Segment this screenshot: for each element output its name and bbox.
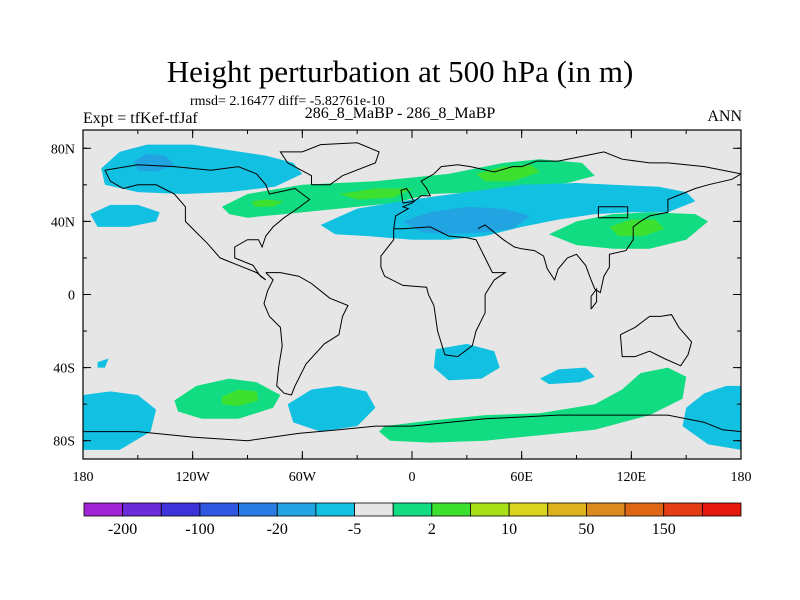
coastline bbox=[619, 314, 693, 367]
contour-region bbox=[682, 385, 741, 450]
coastline bbox=[279, 142, 380, 186]
season-label: ANN bbox=[707, 108, 742, 125]
colorbar-box bbox=[431, 502, 471, 517]
contour-region bbox=[338, 188, 412, 200]
colorbar-label: -5 bbox=[348, 521, 361, 538]
contour-region bbox=[134, 153, 175, 172]
colorbar-label: 10 bbox=[501, 521, 517, 538]
y-tick-label: 80S bbox=[53, 435, 75, 450]
y-tick-label: 40S bbox=[53, 362, 75, 377]
colorbar-box bbox=[83, 502, 124, 517]
colorbar-box bbox=[122, 502, 162, 517]
colorbar-label: 150 bbox=[652, 521, 676, 538]
coastline bbox=[104, 164, 311, 281]
contour-region bbox=[402, 206, 531, 235]
contour-region bbox=[609, 219, 665, 236]
x-tick-label: 60W bbox=[289, 470, 317, 485]
x-tick-label: 0 bbox=[409, 470, 416, 485]
colorbar-box bbox=[160, 502, 201, 517]
colorbar-box bbox=[354, 502, 394, 517]
experiment-label: Expt = tfKef-tfJaf bbox=[83, 110, 198, 127]
colorbar-label: -20 bbox=[267, 521, 288, 538]
contour-region bbox=[90, 204, 160, 227]
colorbar-box bbox=[315, 502, 355, 517]
colorbar-box bbox=[624, 502, 665, 517]
contour-region bbox=[287, 385, 376, 432]
coastline bbox=[597, 206, 629, 219]
colorbar-box bbox=[276, 502, 317, 517]
contour-region bbox=[83, 391, 157, 450]
colorbar-box bbox=[392, 502, 433, 517]
colorbar-label: 2 bbox=[428, 521, 436, 538]
x-tick-label: 180 bbox=[731, 470, 752, 485]
y-tick-label: 0 bbox=[68, 289, 75, 304]
map-frame: 180 120W 60W 0 60E 120E 180 80N 40N 0 40S 80S bbox=[51, 129, 752, 485]
colorbar-box bbox=[508, 502, 549, 517]
contour-region bbox=[97, 358, 109, 368]
x-tick-label: 60E bbox=[510, 470, 533, 485]
contour-region bbox=[251, 199, 285, 207]
colorbar-box bbox=[547, 502, 587, 517]
coastline bbox=[590, 287, 598, 310]
coastline bbox=[83, 414, 741, 442]
map-layer bbox=[83, 130, 741, 459]
coastline bbox=[477, 173, 741, 294]
colorbar-label: -200 bbox=[108, 521, 137, 538]
coastline bbox=[263, 272, 349, 396]
stats-text: rmsd= 2.16477 diff= -5.82761e-10 bbox=[190, 94, 385, 109]
coastline bbox=[400, 187, 415, 204]
colorbar-box bbox=[470, 502, 510, 517]
x-tick-label: 120E bbox=[617, 470, 647, 485]
colorbar-box bbox=[199, 502, 239, 517]
case-label: 286_8_MaBP - 286_8_MaBP bbox=[304, 105, 496, 122]
coastline bbox=[380, 226, 507, 358]
y-tick-label: 80N bbox=[51, 142, 75, 157]
colorbar-box bbox=[701, 502, 742, 517]
x-tick-label: 120W bbox=[176, 470, 211, 485]
contour-region bbox=[379, 367, 687, 443]
colorbar-label: 50 bbox=[578, 521, 594, 538]
colorbar-label: -100 bbox=[185, 521, 214, 538]
colorbar: -200 -100 -20 -5 2 10 50 150 bbox=[83, 502, 742, 538]
y-tick-label: 40N bbox=[51, 215, 75, 230]
colorbar-box bbox=[586, 502, 626, 517]
contour-region bbox=[539, 367, 595, 385]
chart-title: Height perturbation at 500 hPa (in m) bbox=[166, 54, 634, 89]
contour-region bbox=[221, 389, 259, 406]
contour-region bbox=[476, 164, 540, 182]
colorbar-box bbox=[238, 502, 278, 517]
colorbar-box bbox=[663, 502, 703, 517]
contour-region bbox=[433, 343, 500, 381]
x-tick-label: 180 bbox=[73, 470, 94, 485]
coastline bbox=[393, 151, 741, 229]
